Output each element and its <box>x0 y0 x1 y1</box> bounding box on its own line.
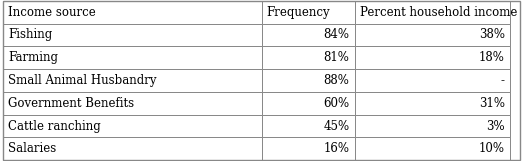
Text: 18%: 18% <box>479 51 505 64</box>
Bar <box>262 69 355 92</box>
Text: 38%: 38% <box>479 28 505 42</box>
Bar <box>355 92 510 115</box>
Bar <box>262 24 355 46</box>
Bar <box>262 1 355 24</box>
Bar <box>3 69 262 92</box>
Text: Income source: Income source <box>8 6 96 19</box>
Text: Fishing: Fishing <box>8 28 52 42</box>
Text: Small Animal Husbandry: Small Animal Husbandry <box>8 74 156 87</box>
Bar <box>262 137 355 160</box>
Bar <box>3 115 262 137</box>
Bar <box>262 92 355 115</box>
Bar <box>355 24 510 46</box>
Text: 3%: 3% <box>486 119 505 133</box>
Text: 84%: 84% <box>323 28 349 42</box>
Text: Percent household income: Percent household income <box>360 6 517 19</box>
Bar <box>355 46 510 69</box>
Bar <box>262 46 355 69</box>
Bar <box>3 24 262 46</box>
Text: 10%: 10% <box>479 142 505 155</box>
Text: Salaries: Salaries <box>8 142 56 155</box>
Bar <box>355 115 510 137</box>
Bar <box>3 137 262 160</box>
Text: 31%: 31% <box>479 97 505 110</box>
Bar <box>262 115 355 137</box>
Text: Cattle ranching: Cattle ranching <box>8 119 100 133</box>
Bar <box>3 46 262 69</box>
Text: 60%: 60% <box>323 97 349 110</box>
Bar <box>355 1 510 24</box>
Bar <box>3 92 262 115</box>
Text: 16%: 16% <box>323 142 349 155</box>
Text: 81%: 81% <box>324 51 349 64</box>
Bar <box>355 69 510 92</box>
Text: 88%: 88% <box>324 74 349 87</box>
Bar <box>3 1 262 24</box>
Bar <box>355 137 510 160</box>
Text: Farming: Farming <box>8 51 58 64</box>
Text: -: - <box>501 74 505 87</box>
Text: Government Benefits: Government Benefits <box>8 97 134 110</box>
Text: Frequency: Frequency <box>267 6 331 19</box>
Text: 45%: 45% <box>323 119 349 133</box>
